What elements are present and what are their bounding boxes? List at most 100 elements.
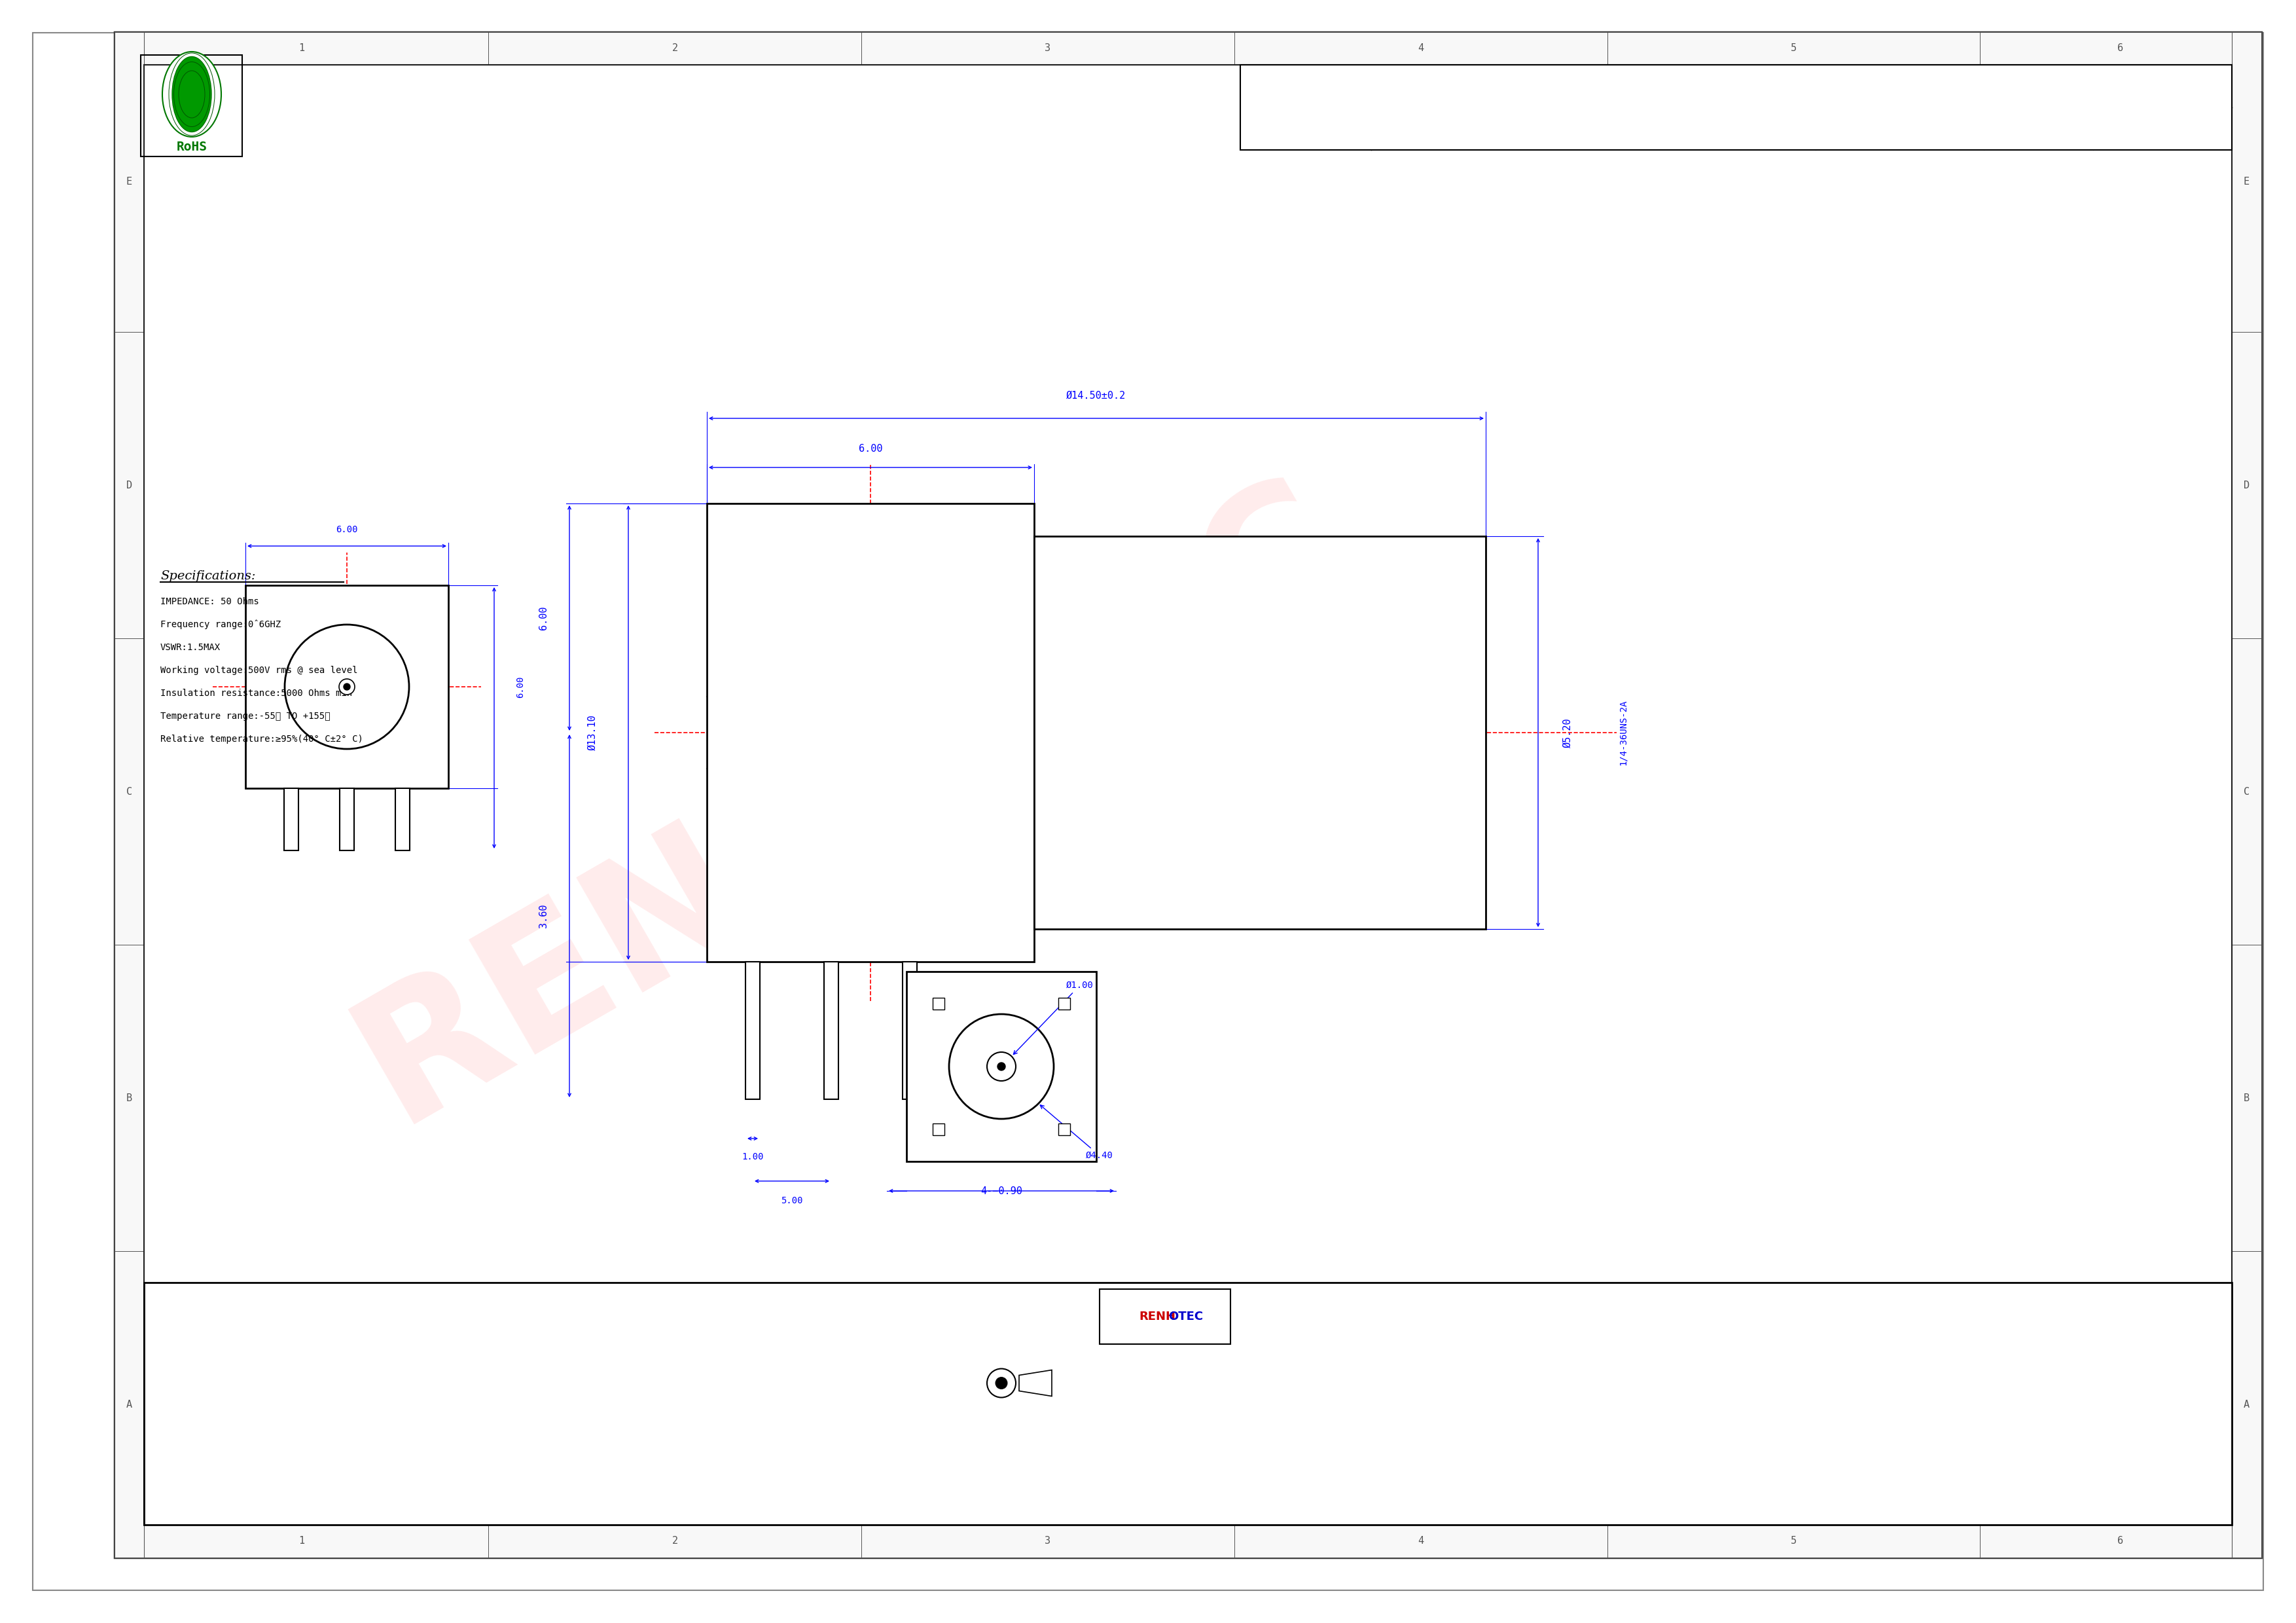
Bar [932,998,944,1010]
Text: 10: 10 [156,1506,165,1513]
Bar [746,962,760,1099]
Polygon shape [1019,1370,1052,1396]
Circle shape [987,1052,1015,1081]
Bar [962,1282,1093,1524]
Bar [145,1282,2232,1524]
Bar [1033,536,1486,928]
Text: 5: 5 [1791,1537,1798,1547]
Text: 3: 3 [1045,44,1052,54]
Circle shape [285,625,409,748]
Bar [1058,1123,1070,1134]
Ellipse shape [172,57,211,131]
Bar [1100,1289,1231,1344]
Text: RHT-612-0304: RHT-612-0304 [1768,81,1835,91]
Bar [395,789,409,850]
Text: 6-30: 6-30 [670,1341,687,1347]
Text: AU:1-3u": AU:1-3u" [409,1311,439,1318]
Text: UNIT: UNIT [1019,1380,1035,1386]
Text: Tolerance: Tolerance [719,1292,760,1298]
Text: DATE: DATE [2030,117,2046,123]
Text: E: E [2243,177,2250,187]
Text: Temperature range:-55℃ TO +155℃: Temperature range:-55℃ TO +155℃ [161,711,331,721]
Text: 6: 6 [2117,44,2124,54]
Text: 1/4-36UNS-2A: 1/4-36UNS-2A [1619,700,1628,766]
Text: 9: 9 [158,1485,163,1492]
Text: 2: 2 [673,1537,677,1547]
Text: OTEC: OTEC [1169,1311,1203,1323]
Circle shape [340,678,356,695]
Bar [285,789,298,850]
Bar [824,962,838,1099]
Bar [115,1524,2262,1558]
Bar [340,789,354,850]
Text: Relative temperature:≥95%(40° C±2° C): Relative temperature:≥95%(40° C±2° C) [161,735,363,743]
Bar [707,503,1033,962]
Text: Kine: Kine [824,1505,843,1513]
Text: Insulation resistance:5000 Ohms min: Insulation resistance:5000 Ohms min [161,688,351,698]
Circle shape [996,1063,1006,1071]
Text: CHECKED: CHECKED [824,1367,850,1373]
Text: View: View [1019,1313,1035,1319]
Text: 2: 2 [673,44,677,54]
Text: 4: 4 [1419,44,1424,54]
Text: 2017//13: 2017//13 [2023,136,2055,143]
Text: SIZE: SIZE [1095,1422,1111,1428]
Text: Working voltage:500V rms @ sea level: Working voltage:500V rms @ sea level [161,665,358,675]
Text: Ø13.10: Ø13.10 [588,714,597,750]
Bar [471,1282,661,1524]
Text: 6: 6 [2117,1537,2124,1547]
Text: 7: 7 [158,1441,163,1448]
Text: 2017/02/: 2017/02/ [925,1294,955,1300]
Bar [1093,1282,2232,1524]
Bar [1240,65,2232,149]
Text: RENHOTEC: RENHOTEC [328,451,1373,1157]
Text: 1:1: 1:1 [1019,1498,1035,1508]
Text: Angular: Angular [670,1386,698,1393]
Text: D: D [126,480,133,490]
Text: D/company drawings/BD: D/company drawings/BD [1270,1506,1350,1513]
Text: 3: 3 [1045,1537,1052,1547]
Text: AU:1-3u": AU:1-3u" [409,1334,439,1341]
Text: Brass: Brass [324,1311,344,1318]
Text: A: A [1114,1443,1118,1454]
Text: ±0.30: ±0.30 [746,1363,765,1370]
Text: John: John [824,1485,843,1493]
Ellipse shape [163,52,220,136]
Text: C: C [126,787,133,797]
Text: ±0.10: ±0.10 [746,1318,765,1324]
Text: A: A [126,1399,133,1409]
Text: APPROVALS: APPROVALS [824,1431,859,1438]
Text: OTEC: OTEC [1150,1318,1180,1331]
Text: Ø5.20: Ø5.20 [1564,717,1573,748]
Text: Name: SMA JACK R/A FOR PCB CONNECTOR: Name: SMA JACK R/A FOR PCB CONNECTOR [1095,1380,1272,1388]
Text: NO: NO [156,1290,165,1297]
Text: 13: 13 [948,1323,955,1329]
Text: ±0.20: ±0.20 [746,1341,765,1347]
Text: None: None [416,1355,432,1362]
Text: 8: 8 [158,1462,163,1469]
Bar [140,55,241,156]
Circle shape [344,683,351,690]
Text: SCALE: SCALE [1017,1444,1038,1451]
Text: 3: 3 [158,1355,163,1362]
Text: 5: 5 [1791,44,1798,54]
Bar [115,32,145,1558]
Text: 30-120: 30-120 [670,1363,693,1370]
Text: REV: REV [1300,117,1311,123]
Text: 1.00: 1.00 [742,1152,765,1162]
Text: Finish: Finish [413,1290,436,1297]
Circle shape [996,1378,1008,1389]
Text: D: D [2243,480,2250,490]
Text: 5.00: 5.00 [781,1196,804,1206]
Text: DRAWN: DRAWN [824,1294,843,1300]
Text: 6.00: 6.00 [335,526,358,534]
Text: 3.60: 3.60 [537,904,549,928]
Text: VSWR:1.5MAX: VSWR:1.5MAX [161,643,220,652]
Bar [907,972,1095,1162]
Text: Shell: Shell [225,1311,243,1318]
Text: 4-−0.90: 4-−0.90 [980,1186,1022,1196]
Text: 1: 1 [298,44,305,54]
Circle shape [948,1014,1054,1118]
Text: Insulator: Insulator [216,1355,250,1362]
Text: Product NO.: Product NO. [1141,1422,1185,1428]
